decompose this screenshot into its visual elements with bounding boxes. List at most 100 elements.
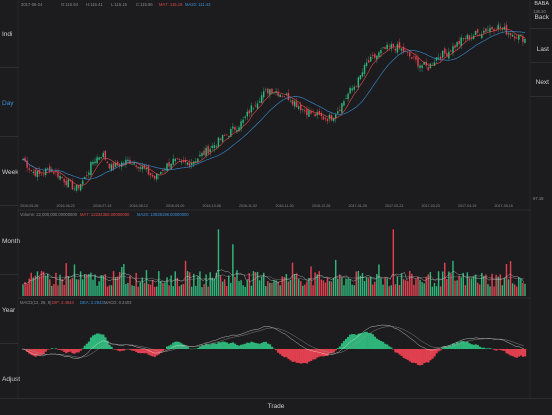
- candle-body: [47, 168, 48, 169]
- macd-histogram-bar: [337, 348, 339, 349]
- macd-histogram-bar: [283, 349, 285, 357]
- ma20-line: [23, 31, 525, 179]
- macd-histogram-bar: [185, 346, 187, 349]
- macd-histogram-bar: [427, 349, 429, 363]
- volume-bar: [105, 274, 106, 296]
- macd-histogram-bar: [450, 345, 452, 349]
- volume-bar: [323, 280, 324, 296]
- macd-histogram-bar: [90, 338, 92, 349]
- volume-bar: [477, 283, 478, 296]
- volume-bar: [197, 276, 198, 296]
- macd-histogram-bar: [143, 349, 145, 353]
- macd-histogram-bar: [403, 349, 405, 358]
- macd-histogram-bar: [458, 342, 460, 349]
- volume-bar: [288, 281, 289, 296]
- macd-histogram-bar: [520, 349, 522, 356]
- macd-histogram-bar: [407, 349, 409, 360]
- bottom-toolbar: Trade: [0, 398, 552, 415]
- volume-bar: [504, 278, 505, 296]
- volume-bar: [479, 284, 480, 296]
- volume-bar: [170, 275, 171, 296]
- macd-histogram-bar: [71, 349, 73, 353]
- candle-body: [419, 65, 420, 67]
- date-tick-label: 2017-03-23: [422, 204, 440, 208]
- candle-body: [138, 167, 139, 169]
- volume-bar: [131, 285, 132, 296]
- candle-body: [82, 181, 83, 185]
- volume-bar: [66, 263, 67, 296]
- candle-body: [341, 103, 342, 113]
- macd-histogram-bar: [57, 349, 59, 350]
- volume-bar: [493, 286, 494, 296]
- candle-body: [421, 65, 422, 67]
- macd-histogram-bar: [524, 349, 526, 356]
- candle-body: [228, 136, 229, 137]
- candle-body: [516, 38, 517, 39]
- candle-body: [74, 189, 75, 190]
- candle-body: [226, 135, 227, 136]
- candle-body: [41, 175, 42, 176]
- macd-histogram-bar: [69, 349, 71, 352]
- volume-bar: [212, 278, 213, 296]
- volume-bar: [331, 282, 332, 296]
- info-close: C:115.86: [136, 2, 153, 7]
- date-tick-label: 2016-11-30: [276, 204, 294, 208]
- macd-histogram-bar: [63, 349, 65, 352]
- volume-bar: [438, 271, 439, 296]
- macd-histogram-bar: [475, 344, 477, 349]
- volume-bar: [175, 271, 176, 296]
- macd-histogram-bar: [230, 343, 232, 349]
- volume-bar: [146, 270, 147, 296]
- macd-histogram-bar: [388, 346, 390, 349]
- macd-histogram-bar: [285, 349, 287, 357]
- candle-body: [172, 159, 173, 165]
- volume-bar: [234, 277, 235, 296]
- volume-bar: [55, 273, 56, 296]
- macd-histogram-bar: [429, 349, 431, 360]
- candle-body: [181, 161, 182, 162]
- candle-body: [514, 37, 515, 39]
- volume-bar: [51, 286, 52, 296]
- volume-bar: [168, 285, 169, 296]
- volume-bar: [193, 274, 194, 296]
- macd-value: MACD: 0.2403: [104, 300, 132, 305]
- macd-histogram-bar: [378, 340, 380, 349]
- stock-chart[interactable]: 2017-05-24 O:115.94 H:116.41 L:115.15 C:…: [0, 0, 552, 400]
- volume-bar: [249, 273, 250, 296]
- candle-body: [175, 159, 176, 161]
- volume-bar: [191, 287, 192, 296]
- volume-bar: [382, 285, 383, 296]
- candle-body: [133, 163, 134, 164]
- volume-bar: [230, 283, 231, 296]
- candle-body: [203, 150, 204, 154]
- candle-body: [103, 153, 104, 157]
- macd-histogram-bar: [168, 346, 170, 349]
- candle-body: [319, 111, 320, 115]
- candle-body: [160, 172, 161, 174]
- volume-bar: [384, 278, 385, 296]
- macd-histogram-bar: [246, 343, 248, 349]
- candle-body: [242, 120, 243, 123]
- volume-bar: [72, 278, 73, 296]
- volume-bar: [41, 271, 42, 296]
- volume-bar: [201, 287, 202, 296]
- volume-bar: [518, 277, 519, 296]
- candle-body: [288, 93, 289, 100]
- candle-body: [267, 89, 268, 94]
- trade-button[interactable]: Trade: [0, 403, 552, 410]
- volume-bar: [495, 275, 496, 296]
- volume-bar: [395, 284, 396, 296]
- macd-histogram-bar: [129, 349, 131, 350]
- macd-histogram-bar: [102, 335, 104, 349]
- macd-histogram-bar: [271, 347, 273, 349]
- info-ma7: MA7: 115.18: [159, 2, 183, 7]
- macd-histogram-bar: [370, 333, 372, 349]
- volume-bar: [292, 263, 293, 296]
- candle-body: [96, 157, 97, 163]
- macd-histogram-bar: [454, 344, 456, 349]
- candle-body: [214, 145, 215, 148]
- candle-body: [49, 166, 50, 171]
- volume-bar: [57, 285, 58, 296]
- candle-body: [485, 29, 486, 32]
